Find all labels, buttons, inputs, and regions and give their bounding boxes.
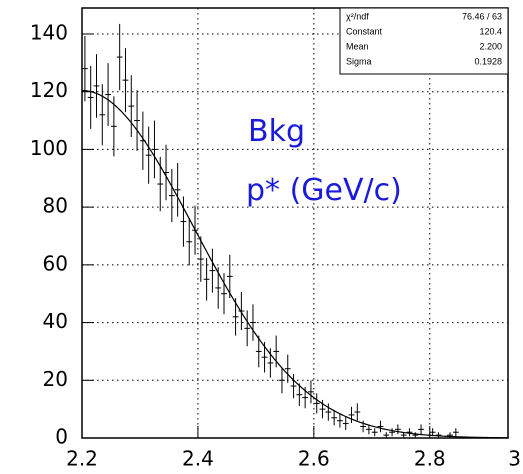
data-point <box>447 432 453 438</box>
plot: 0 20 40 60 80 100 120 140 2.2 2.4 2.6 2.8 3 χ²/ndf 76.… <box>30 7 521 471</box>
stats-name: Sigma <box>346 56 372 66</box>
data-point <box>383 432 390 438</box>
data-point <box>284 354 291 383</box>
y-tick-label: 80 <box>43 194 68 218</box>
frame <box>81 7 509 439</box>
data-point <box>226 254 233 299</box>
data-point <box>290 373 297 399</box>
data-point <box>429 428 436 437</box>
data-point <box>279 367 285 394</box>
data-point <box>209 248 216 293</box>
data-point <box>168 169 175 223</box>
data-point <box>110 96 117 157</box>
data-point <box>412 432 419 438</box>
data-point <box>348 406 355 423</box>
x-tick-label: 2.6 <box>298 447 330 471</box>
data-point <box>267 348 274 378</box>
data-point <box>244 310 251 347</box>
stats-name: χ²/ndf <box>346 11 369 21</box>
data-point <box>151 120 158 179</box>
data-point <box>452 428 459 437</box>
stats-name: Mean <box>346 41 369 51</box>
annotation: Bkg <box>248 114 305 149</box>
stats-value: 2.200 <box>479 41 502 51</box>
data-point <box>325 403 332 421</box>
data-point <box>186 218 193 266</box>
data-point <box>221 273 227 315</box>
data-point <box>354 403 361 421</box>
data-point <box>192 205 198 255</box>
data-point <box>122 48 129 113</box>
data-point <box>82 35 88 102</box>
y-tick-label: 140 <box>30 20 68 44</box>
data-point <box>394 424 401 435</box>
data-point <box>87 66 94 129</box>
data-point <box>308 380 314 404</box>
y-tick-label: 20 <box>43 367 68 391</box>
data-point <box>371 428 378 437</box>
data-point <box>105 63 111 127</box>
data-point <box>255 335 262 368</box>
data-point <box>128 75 135 137</box>
y-tick-label: 40 <box>43 309 68 333</box>
stats-name: Constant <box>346 26 383 36</box>
x-tick-label: 2.4 <box>182 447 214 471</box>
data-point <box>418 424 424 435</box>
y-tick-label: 0 <box>55 425 68 449</box>
data-point <box>116 23 123 91</box>
data-point <box>331 410 338 426</box>
data-point <box>163 144 169 201</box>
data-point <box>360 420 366 433</box>
data-point <box>215 267 222 309</box>
data-point <box>273 335 280 368</box>
data-point <box>337 413 343 428</box>
y-tick-label: 60 <box>43 251 68 275</box>
data-point <box>99 84 106 146</box>
y-tick-label: 120 <box>30 78 68 102</box>
stats-value: 120.4 <box>479 26 502 36</box>
x-tick-label: 2.8 <box>414 447 446 471</box>
stats-value: 76.46 / 63 <box>462 11 502 21</box>
data-point <box>232 298 239 336</box>
data-point <box>139 111 146 170</box>
data-point <box>238 291 245 331</box>
annotation: p* (GeV/c) <box>246 173 402 208</box>
data-point <box>296 383 303 406</box>
data-point <box>157 156 164 212</box>
x-tick-label: 3 <box>508 447 521 471</box>
data-point <box>342 417 349 430</box>
data-point <box>93 54 100 118</box>
data-point <box>406 428 413 437</box>
data-point <box>302 386 309 409</box>
data-point <box>377 420 384 433</box>
data-point <box>313 393 320 414</box>
data-point <box>145 126 152 184</box>
stats-value: 0.1928 <box>474 56 502 66</box>
data-point <box>435 432 442 438</box>
data-point <box>203 257 210 301</box>
x-tick-label: 2.2 <box>66 447 98 471</box>
data-point <box>400 432 407 438</box>
data-point <box>319 399 326 419</box>
data-point <box>174 162 181 217</box>
data-point <box>261 341 268 373</box>
fit-curve <box>81 89 509 439</box>
data-point <box>366 424 372 435</box>
data-point <box>389 428 395 437</box>
data-point <box>250 304 256 341</box>
data-point <box>134 90 140 151</box>
y-tick-label: 100 <box>30 136 68 160</box>
stats-box <box>339 7 509 75</box>
data-point <box>197 236 204 282</box>
data-point <box>180 196 187 247</box>
